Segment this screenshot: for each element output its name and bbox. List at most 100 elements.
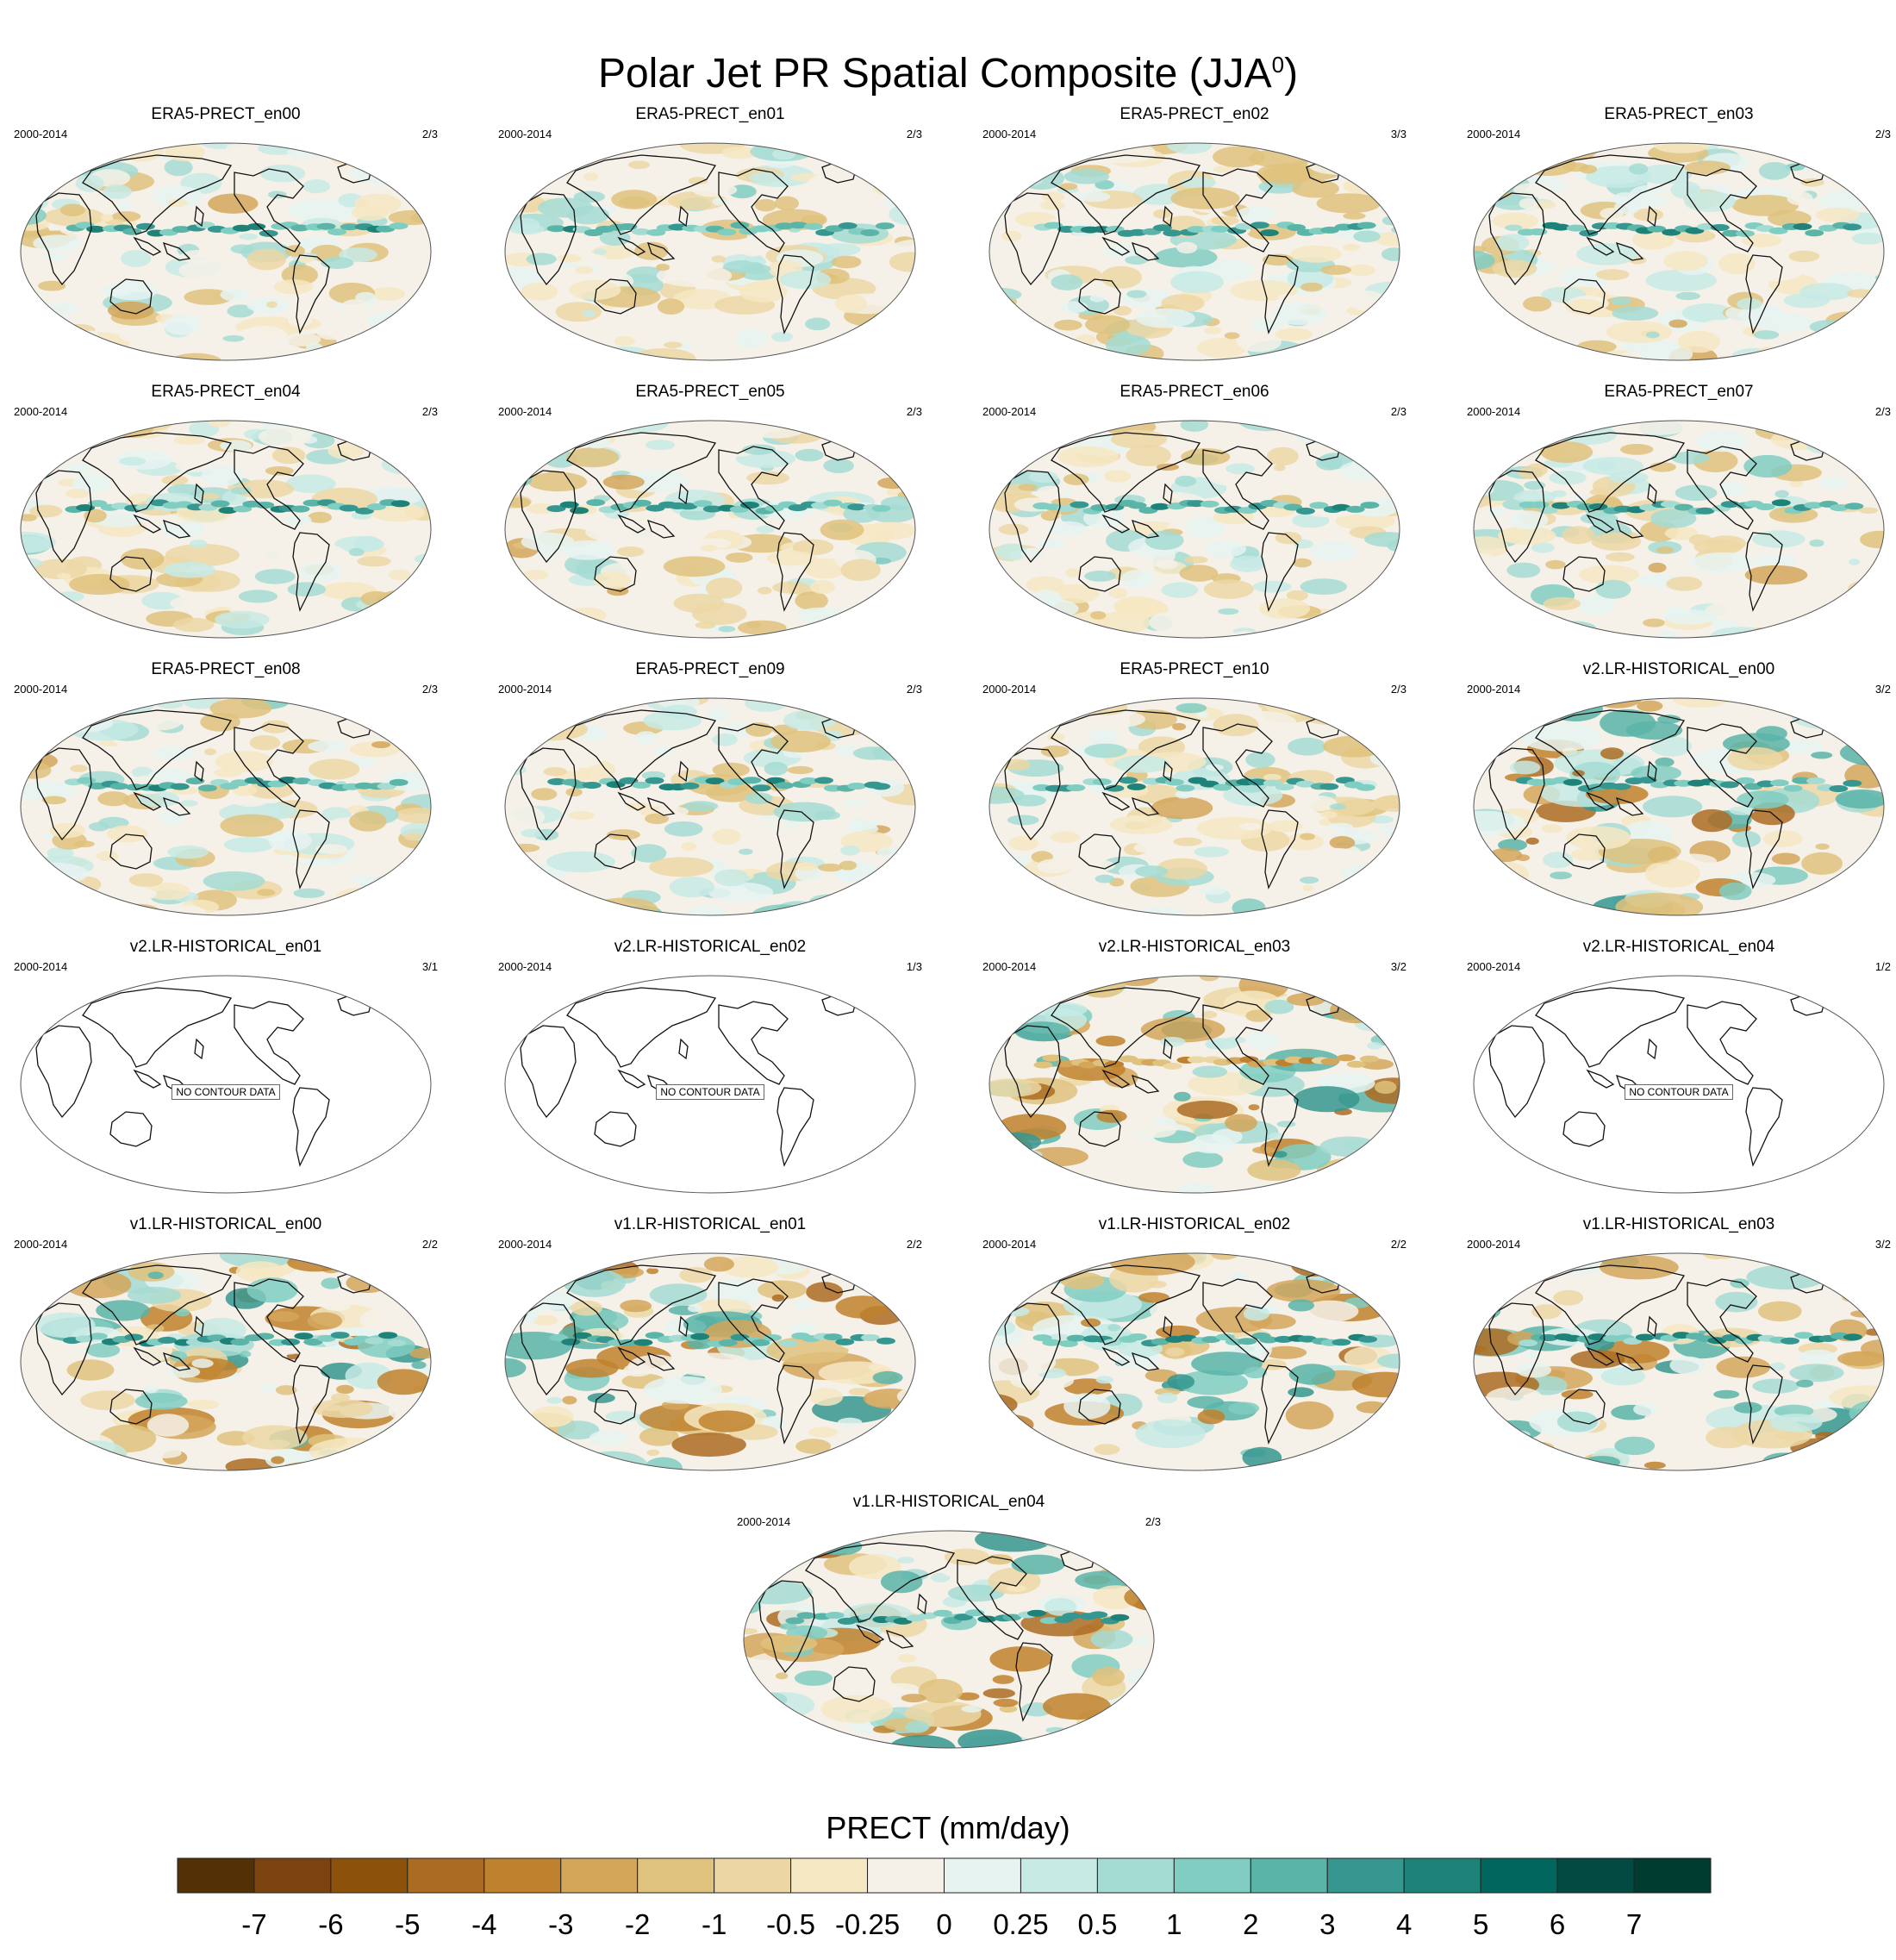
field-blob [1474,899,1521,915]
field-blob [531,788,558,801]
field-blob [84,509,107,523]
itcz-blob [387,1339,407,1347]
field-blob [849,1554,901,1580]
field-blob [1161,582,1199,598]
field-blob [1018,712,1043,723]
itcz-blob [302,499,322,507]
field-blob [107,280,158,301]
map-panel: v1.LR-HISTORICAL_en00 2000-2014 2/2 [10,1215,441,1474]
field-blob [831,146,865,159]
field-blob [1319,1136,1379,1158]
itcz-blob [1662,228,1681,236]
field-blob [533,906,570,915]
field-blob [1860,530,1884,549]
field-blob [562,1395,577,1405]
coastline-path [1163,1315,1173,1338]
map-canvas [504,697,916,916]
coastline-path [594,1389,637,1425]
field-blob [840,846,860,856]
field-blob [1320,811,1338,819]
field-blob [170,1351,188,1362]
field-blob [128,873,164,887]
itcz-blob [389,222,409,230]
coastline-path [805,1542,956,1623]
field-blob [1758,1301,1802,1322]
panel-period: 2000-2014 [982,405,1037,418]
field-blob [760,1634,818,1652]
field-blob [321,257,354,269]
field-blob [1269,352,1293,360]
coastline-path [35,192,92,286]
field-blob [406,615,431,630]
field-blob [708,882,774,902]
field-blob [521,828,544,838]
coastline-path [234,446,304,530]
field-blob [1356,1401,1388,1414]
field-blob [1771,852,1800,865]
field-blob [401,1441,421,1451]
itcz-blob [1309,502,1329,509]
field-blob [371,741,391,748]
field-blob [33,559,87,580]
colorbar-tick-label: -2 [625,1908,650,1940]
coastline-path [35,1302,92,1396]
field-blob [1851,232,1884,245]
field-blob [373,324,415,339]
field-blob [523,1253,548,1265]
field-blob [131,766,153,778]
field-blob [587,1393,615,1403]
field-blob [1527,421,1557,432]
field-blob [65,489,90,499]
itcz-blob [210,500,230,508]
field-blob [21,889,57,911]
itcz-blob [871,504,891,512]
field-blob [852,1341,865,1349]
no-contour-data-label: NO CONTOUR DATA [10,1084,441,1100]
coastline-path [566,154,717,235]
itcz-blob [1027,1609,1046,1617]
coastline-path [1586,514,1615,534]
field-blob [508,497,531,509]
itcz-blob [1105,503,1125,511]
field-blob [1482,143,1543,166]
coastline-path [1647,205,1657,228]
field-blob [119,328,166,343]
field-blob [1036,485,1065,498]
itcz-blob [1105,784,1125,792]
field-blob [1753,330,1780,340]
field-blob [285,474,336,493]
field-blob [1084,571,1117,582]
field-blob [1022,1457,1072,1470]
field-blob [873,146,915,169]
field-blob [1001,597,1041,612]
field-blob [1376,1353,1400,1369]
field-blob [360,590,393,607]
field-blob [664,341,683,348]
field-blob [1849,559,1860,565]
field-blob [1040,201,1065,210]
panel-period: 2000-2014 [982,683,1037,696]
field-blob [1474,888,1506,901]
field-blob [645,813,670,825]
map-background [744,1531,1154,1748]
map-panel: ERA5-PRECT_en07 2000-2014 2/3 [1463,383,1894,641]
field-blob [200,493,220,500]
field-blob [1084,792,1128,810]
panel-title: v1.LR-HISTORICAL_en04 [852,1493,1045,1511]
field-blob [21,890,32,903]
field-blob [628,160,651,169]
field-blob [790,1322,815,1334]
field-blob [1614,1436,1656,1456]
coastline-path [1004,1302,1061,1396]
field-blob [1769,1414,1823,1433]
coastline-path [617,236,646,256]
field-blob [167,198,188,208]
field-blob [117,887,158,901]
itcz-blob [847,783,867,790]
field-blob [119,457,147,466]
field-blob [565,788,583,796]
itcz-blob [1768,227,1788,234]
field-blob [1288,421,1322,431]
field-blob [1167,143,1213,154]
field-blob [1204,327,1222,334]
